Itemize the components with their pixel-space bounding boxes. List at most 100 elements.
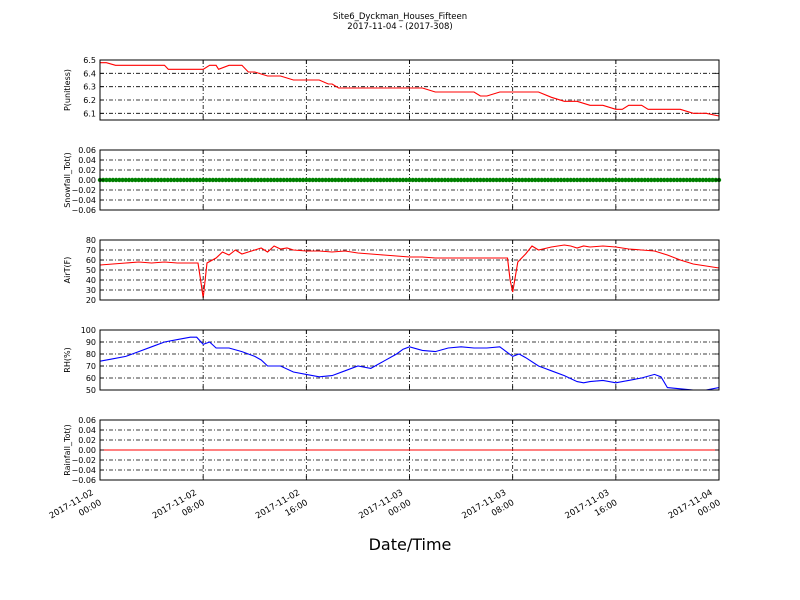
panel-1-point-128 [510,177,515,183]
panel-1-point-38 [220,177,225,183]
panel-1-point-33 [204,177,209,183]
panel-1-point-67 [313,177,319,183]
panel-1-point-39 [223,177,228,183]
panel-1-point-86 [375,177,380,183]
panel-1-point-121 [487,177,493,183]
panel-1-point-19 [159,177,164,183]
panel-1-point-107 [442,177,448,183]
panel-1-point-11 [133,177,138,183]
panel-4-ytick-label-3: 0.00 [78,446,96,455]
panel-1-ytick-label-6: 0.06 [78,146,96,155]
panel-1-point-17 [152,177,158,183]
panel-1-point-82 [362,177,367,183]
panel-0-ytick-label-4: 6.5 [83,56,96,65]
panel-1-point-184 [691,177,696,183]
panel-1-point-50 [258,177,264,183]
panel-1-point-10 [130,177,135,183]
panel-1-point-78 [349,177,354,183]
panel-1-point-167 [636,177,641,183]
panel-1-point-41 [229,177,235,183]
panel-1-point-83 [365,177,370,183]
panel-3-ytick-label-2: 70 [86,362,96,371]
panel-1-point-24 [175,177,180,183]
panel-1-point-136 [536,177,541,183]
panel-1-point-139 [545,177,551,183]
panel-1-point-176 [665,177,670,183]
panel-1-point-16 [149,177,154,183]
panel-1-point-154 [594,177,599,183]
panel-1-point-26 [181,177,187,183]
panel-1-point-43 [236,177,241,183]
panel-4-ytick-label-1: −0.04 [71,466,96,475]
panel-1-point-115 [468,177,473,183]
panel-3-series-line-0 [99,336,720,391]
panel-0-ytick-label-2: 6.3 [83,83,96,92]
panel-1-point-20 [162,177,167,183]
panel-1-ytick-label-0: −0.06 [71,206,96,215]
panel-3-ytick-label-5: 100 [81,326,96,335]
panel-2-ytick-label-5: 70 [86,246,96,255]
panel-1-point-169 [642,177,648,183]
panel-1-point-12 [136,177,141,183]
panel-1-point-151 [584,177,590,183]
panel-1-point-36 [213,177,219,183]
panel-1-point-145 [565,177,570,183]
panel-1-point-155 [597,177,602,183]
panel-1-point-15 [146,177,151,183]
panel-1-point-108 [445,177,451,183]
panel-1-point-85 [371,177,377,183]
panel-1-point-147 [571,177,577,183]
panel-1-point-105 [436,177,441,183]
panel-1-point-116 [471,177,477,183]
panel-1-point-52 [265,177,270,183]
panel-1-point-138 [542,177,548,183]
panel-1-point-110 [452,177,457,183]
panel-1-point-22 [168,177,174,183]
panel-1-point-80 [355,177,361,183]
panel-1-point-131 [520,177,525,183]
panel-1-point-5 [113,177,119,183]
panel-1-point-181 [681,177,686,183]
panel-1-ytick-label-4: 0.02 [78,166,96,175]
panel-1-point-134 [529,177,535,183]
panel-1-point-103 [429,177,435,183]
panel-1-point-132 [523,177,528,183]
panel-1-point-177 [668,177,673,183]
panel-2-ylabel: AirT(F) [63,257,72,284]
panel-1-point-118 [478,177,483,183]
panel-0-ytick-label-1: 6.2 [83,96,96,105]
panel-1-point-119 [481,177,486,183]
panel-1-point-23 [171,177,177,183]
panel-1-point-185 [694,177,699,183]
panel-0-ytick-label-0: 6.1 [83,109,96,118]
panel-1-point-111 [455,177,461,183]
panel-1-point-61 [294,177,299,183]
panel-1-point-47 [249,177,254,183]
panel-1-point-63 [300,177,306,183]
panel-1-point-102 [426,177,432,183]
panel-4-ytick-label-4: 0.02 [78,436,96,445]
panel-1-point-113 [462,177,467,183]
panel-1-point-58 [284,177,290,183]
panel-1-point-71 [326,177,332,183]
panel-1-point-59 [288,177,293,183]
panel-1-point-84 [368,177,374,183]
panel-3-ytick-label-0: 50 [86,386,96,395]
panel-1-point-137 [539,177,544,183]
panel-1-point-166 [632,177,638,183]
x-axis-label: Date/Time [369,535,452,554]
panel-1-point-174 [658,177,664,183]
panel-1-point-148 [574,177,580,183]
panel-1-point-153 [591,177,596,183]
panel-1-point-168 [639,177,644,183]
panel-1-point-133 [526,177,531,183]
panel-3-ytick-label-3: 80 [86,350,96,359]
panel-1-point-72 [329,177,335,183]
panel-1-point-62 [297,177,303,183]
panel-1-point-149 [578,177,583,183]
panel-1-point-25 [178,177,183,183]
panel-1-point-31 [197,177,203,183]
panel-1-point-56 [278,177,283,183]
panel-1-point-14 [142,177,148,183]
panel-1-point-101 [423,177,428,183]
